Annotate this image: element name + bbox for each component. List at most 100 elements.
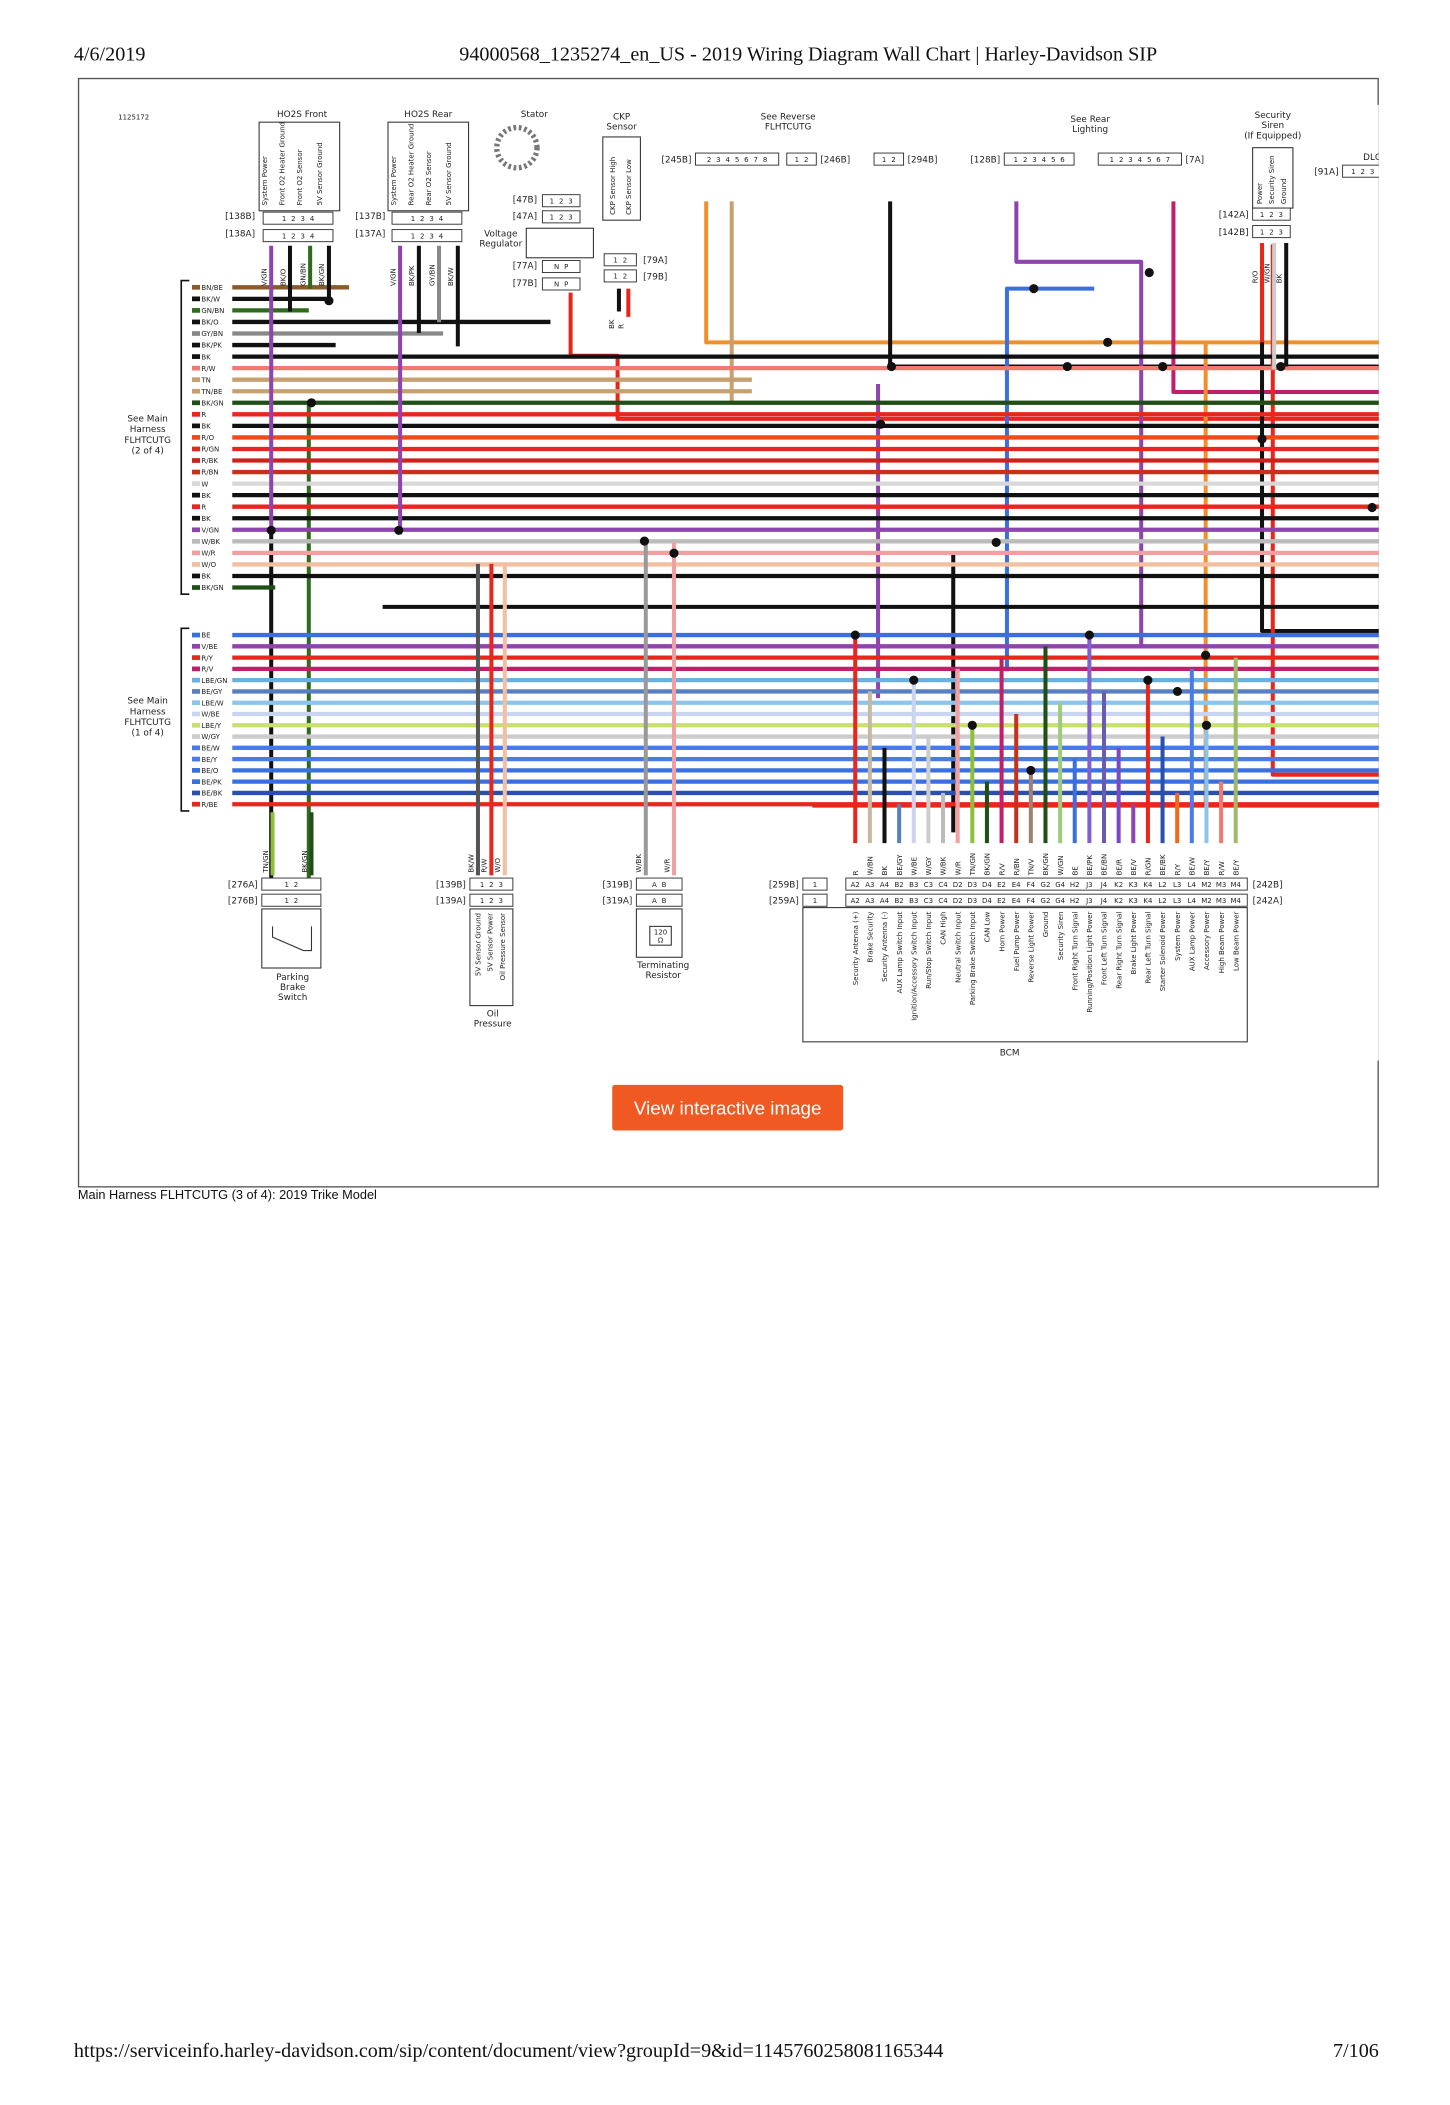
component-label: See Reverse bbox=[761, 112, 816, 122]
bcm-function: AUX Lamp Power bbox=[1189, 911, 1197, 971]
connector-id: [47A] bbox=[513, 212, 537, 222]
splice bbox=[967, 720, 977, 730]
figure-caption: Main Harness FLHTCUTG (3 of 4): 2019 Tri… bbox=[78, 1187, 377, 1202]
wire-code: BK bbox=[1276, 274, 1284, 284]
wire-code: BK bbox=[201, 573, 211, 581]
wire-code: BK bbox=[608, 319, 616, 329]
component-label: Switch bbox=[278, 993, 307, 1003]
wire-code: BK/W bbox=[447, 267, 455, 286]
bcm-pin: F4 bbox=[1027, 881, 1036, 889]
view-interactive-button[interactable]: View interactive image bbox=[612, 1084, 844, 1131]
wire-code: TN/BE bbox=[200, 388, 222, 396]
connector-pins: A B bbox=[652, 897, 667, 905]
wire-code: BK/W bbox=[467, 854, 475, 873]
component-box bbox=[261, 908, 322, 969]
component-label: HO2S Front bbox=[277, 110, 328, 120]
bcm-pin: E4 bbox=[1012, 881, 1021, 889]
wire-code: W/BK bbox=[201, 538, 220, 546]
connector-id: [242B] bbox=[1253, 880, 1283, 890]
wire-code: R/GN bbox=[201, 446, 219, 454]
wire-code: BE/BK bbox=[201, 790, 222, 798]
bcm-pin: F4 bbox=[1027, 897, 1036, 905]
component-label: (If Equipped) bbox=[1244, 131, 1301, 141]
component-label: Brake bbox=[280, 983, 305, 993]
bcm-pin: K3 bbox=[1129, 897, 1138, 905]
connector-body bbox=[635, 877, 683, 891]
wire-code: LBE/GN bbox=[201, 677, 227, 685]
component-label: Regulator bbox=[479, 239, 522, 249]
bcm-pin: L3 bbox=[1173, 881, 1181, 889]
connector-id: [79A] bbox=[643, 256, 667, 266]
wire-code: R bbox=[201, 503, 206, 511]
bcm-function: System Power bbox=[1174, 911, 1182, 960]
connector-body bbox=[694, 152, 780, 166]
pin-function: Rear O2 Heater Ground bbox=[408, 124, 416, 206]
wire-code: R/Y bbox=[201, 654, 213, 662]
bcm-pin: M4 bbox=[1230, 881, 1241, 889]
bcm-function: Rear Right Turn Signal bbox=[1115, 912, 1123, 989]
bcm-function: Neutral Switch Input bbox=[954, 911, 962, 983]
wire-code: TN/GN bbox=[969, 853, 977, 876]
wire-code: BK/O bbox=[279, 268, 287, 286]
component-label: HO2S Rear bbox=[404, 110, 452, 120]
bcm-function: Front Left Turn Signal bbox=[1101, 912, 1109, 986]
splice bbox=[1084, 630, 1094, 640]
bcm-pin: C3 bbox=[924, 897, 933, 905]
wire-code: R/GN bbox=[1145, 858, 1153, 876]
harness-reference: Harness bbox=[130, 425, 166, 435]
bcm-pin: M4 bbox=[1230, 897, 1241, 905]
wire-code: W/R bbox=[201, 550, 215, 558]
connector-body bbox=[469, 893, 514, 907]
connector-body bbox=[541, 210, 581, 224]
wire-code: V/GN bbox=[261, 268, 269, 286]
wire-code: BE/GY bbox=[896, 854, 904, 876]
wire-code: R/BN bbox=[1013, 858, 1021, 875]
connector-pins: 1 2 bbox=[613, 273, 627, 281]
connector-pins: 1 2 3 4 bbox=[411, 215, 444, 223]
wire-code: BK bbox=[881, 866, 889, 876]
component-box bbox=[525, 227, 594, 259]
bcm-pin: K2 bbox=[1114, 881, 1123, 889]
connector-id: [242A] bbox=[1253, 897, 1283, 907]
button-background[interactable] bbox=[612, 1084, 844, 1131]
connector-id: [77A] bbox=[513, 262, 537, 272]
pin-function: Front O2 Heater Ground bbox=[279, 122, 287, 206]
splice bbox=[1029, 284, 1039, 294]
pin-function: Front O2 Sensor bbox=[296, 149, 304, 205]
wire bbox=[1004, 286, 1095, 672]
component-label: Parking bbox=[276, 973, 309, 983]
bcm-pin: K4 bbox=[1143, 897, 1153, 905]
wire-code: BK bbox=[201, 492, 211, 500]
bcm-pin: G2 bbox=[1041, 881, 1051, 889]
wire-code: BK bbox=[201, 423, 211, 431]
wire-code: V/BE bbox=[201, 643, 217, 651]
wire-code: R/O bbox=[1251, 270, 1259, 283]
bcm-function: CAN High bbox=[940, 912, 948, 945]
wire-code: TN bbox=[200, 376, 210, 384]
wire-code: BK/GN bbox=[201, 584, 223, 592]
wire-code: W/BE bbox=[201, 711, 219, 719]
harness-reference: See Main bbox=[127, 414, 168, 424]
wire-code: BE/R bbox=[1115, 859, 1123, 876]
connector-pins: 1 2 3 4 bbox=[411, 232, 444, 240]
bcm-pin: D3 bbox=[967, 881, 977, 889]
button-label[interactable]: View interactive image bbox=[634, 1097, 822, 1118]
wire-code: R bbox=[201, 411, 206, 419]
connector-id: [47B] bbox=[513, 196, 537, 206]
connector-pins: 1 2 3 4 bbox=[282, 232, 315, 240]
pin-function: Rear O2 Sensor bbox=[425, 151, 433, 205]
connector-id: [137B] bbox=[355, 212, 385, 222]
footer-url: https://serviceinfo.harley-davidson.com/… bbox=[74, 2040, 944, 2062]
bcm-pin: D2 bbox=[953, 881, 963, 889]
connector-pins: 1 bbox=[813, 881, 817, 889]
splice bbox=[1276, 361, 1286, 372]
bcm-pin: A3 bbox=[865, 881, 874, 889]
wire-code: R bbox=[852, 870, 860, 875]
bcm-pin: A4 bbox=[880, 897, 890, 905]
bcm-pin: B2 bbox=[895, 897, 904, 905]
connector-id: [138B] bbox=[225, 212, 255, 222]
connector-pins: 1 2 bbox=[284, 897, 298, 905]
harness-reference: Harness bbox=[130, 707, 166, 717]
bcm-pin: A2 bbox=[851, 881, 860, 889]
